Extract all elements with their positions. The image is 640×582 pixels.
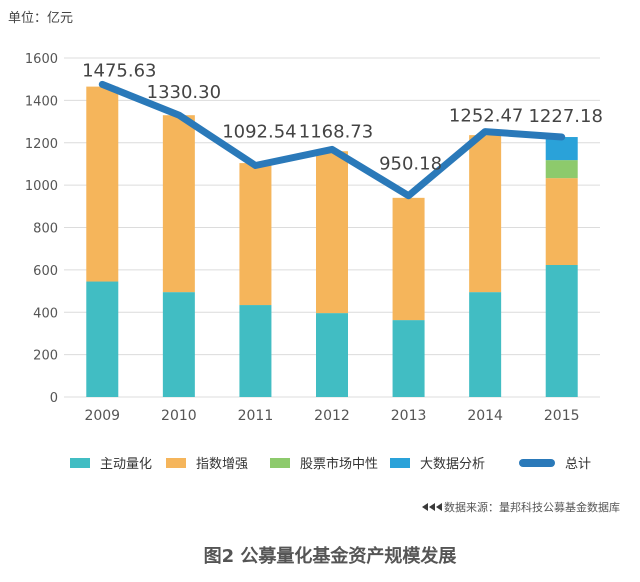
bar-active-quant-2015 bbox=[545, 265, 578, 397]
bar-market-neutral-2015 bbox=[545, 160, 578, 179]
y-tick-label-400: 400 bbox=[33, 306, 58, 321]
source-text: 数据来源：量邦科技公募基金数据库 bbox=[444, 500, 620, 514]
legend-swatch-market-neutral bbox=[270, 458, 290, 468]
data-label-2014: 1252.47 bbox=[449, 106, 523, 127]
bar-active-quant-2009 bbox=[86, 281, 119, 397]
legend-item-active-quant: 主动量化 bbox=[70, 457, 152, 472]
legend-swatch-index-enhanced bbox=[166, 458, 186, 468]
x-tick-label-2012: 2012 bbox=[314, 408, 350, 424]
legend-label-active-quant: 主动量化 bbox=[100, 457, 152, 472]
legend-item-index-enhanced: 指数增强 bbox=[166, 457, 248, 472]
triple-left-arrow-icon bbox=[422, 503, 442, 511]
data-label-2012: 1168.73 bbox=[299, 121, 373, 142]
legend-label-market-neutral: 股票市场中性 bbox=[300, 456, 378, 472]
x-tick-label-2011: 2011 bbox=[238, 408, 274, 424]
stacked-bars bbox=[86, 86, 578, 397]
bar-active-quant-2012 bbox=[316, 313, 348, 397]
bar-active-quant-2010 bbox=[162, 292, 195, 397]
y-tick-label-200: 200 bbox=[33, 349, 58, 364]
x-tick-label-2010: 2010 bbox=[161, 408, 197, 424]
legend-item-market-neutral: 股票市场中性 bbox=[270, 456, 378, 472]
bar-index-enhanced-2011 bbox=[239, 163, 272, 306]
y-tick-label-1000: 1000 bbox=[25, 179, 58, 194]
y-tick-label-1600: 1600 bbox=[25, 52, 58, 67]
y-tick-label-800: 800 bbox=[33, 222, 58, 237]
data-label-2010: 1330.30 bbox=[147, 82, 221, 103]
legend-label-big-data: 大数据分析 bbox=[420, 457, 485, 472]
bar-active-quant-2011 bbox=[239, 305, 272, 397]
bar-active-quant-2014 bbox=[469, 292, 502, 397]
bar-index-enhanced-2013 bbox=[392, 197, 425, 321]
bar-index-enhanced-2014 bbox=[469, 135, 502, 293]
y-tick-label-1200: 1200 bbox=[25, 137, 58, 152]
legend: 主动量化 指数增强 股票市场中性 大数据分析 总计 bbox=[70, 456, 591, 472]
total-line-series bbox=[98, 80, 566, 200]
y-tick-label-600: 600 bbox=[33, 264, 58, 279]
y-tick-label-1400: 1400 bbox=[25, 94, 58, 109]
bar-index-enhanced-2015 bbox=[545, 178, 578, 266]
total-line bbox=[98, 80, 566, 200]
legend-label-total: 总计 bbox=[565, 457, 591, 472]
data-label-2009: 1475.63 bbox=[82, 60, 156, 81]
unit-label: 单位：亿元 bbox=[8, 11, 73, 26]
data-label-2015: 1227.18 bbox=[528, 106, 602, 127]
data-label-2013: 950.18 bbox=[379, 154, 442, 175]
figure-caption: 图2 公募量化基金资产规模发展 bbox=[204, 545, 458, 567]
bar-active-quant-2013 bbox=[392, 320, 425, 397]
x-tick-label-2015: 2015 bbox=[544, 408, 580, 424]
x-tick-label-2009: 2009 bbox=[84, 408, 120, 424]
x-tick-label-2014: 2014 bbox=[467, 408, 503, 424]
legend-item-big-data: 大数据分析 bbox=[390, 457, 485, 472]
x-tick-label-2013: 2013 bbox=[391, 408, 427, 424]
legend-item-total: 总计 bbox=[519, 457, 591, 472]
data-label-2011: 1092.54 bbox=[222, 122, 296, 143]
y-axis-tick-labels: 0 200 400 600 800 1000 1200 1400 1600 bbox=[25, 52, 58, 406]
x-axis-tick-labels: 2009 2010 2011 2012 2013 2014 2015 bbox=[84, 408, 579, 424]
bar-index-enhanced-2009 bbox=[86, 86, 119, 282]
legend-label-index-enhanced: 指数增强 bbox=[196, 457, 248, 472]
bar-index-enhanced-2012 bbox=[316, 151, 348, 314]
bar-index-enhanced-2010 bbox=[162, 115, 195, 293]
bar-big-data-2015 bbox=[545, 137, 578, 161]
legend-swatch-active-quant bbox=[70, 458, 90, 468]
legend-swatch-big-data bbox=[390, 458, 410, 468]
y-tick-label-0: 0 bbox=[50, 391, 58, 406]
source-note: 数据来源：量邦科技公募基金数据库 bbox=[422, 500, 620, 514]
